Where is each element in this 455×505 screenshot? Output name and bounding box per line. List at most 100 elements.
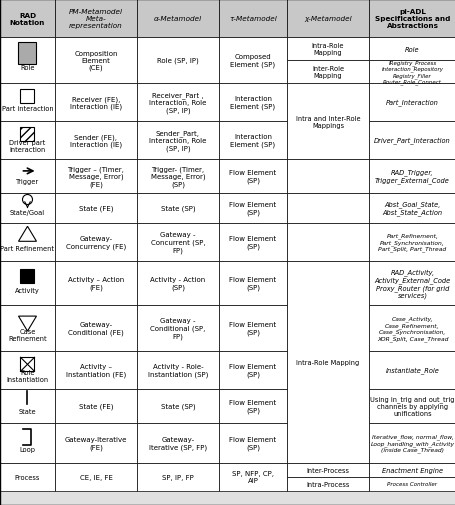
Text: State/Goal: State/Goal — [10, 210, 45, 216]
Bar — [218, 463, 286, 491]
Bar — [368, 389, 455, 423]
Bar — [20, 270, 35, 284]
Text: Receiver_Part ,
Interaction, Role
(SP, IP): Receiver_Part , Interaction, Role (SP, I… — [149, 92, 206, 114]
Bar — [0, 84, 55, 122]
Text: Flow Element
(SP): Flow Element (SP) — [229, 202, 276, 215]
Bar — [136, 423, 218, 463]
Bar — [0, 351, 55, 389]
Bar — [136, 0, 218, 38]
Text: Gateway-
Iterative (SP, FP): Gateway- Iterative (SP, FP) — [149, 436, 207, 450]
Bar — [286, 0, 368, 38]
Text: Instantiate_Role: Instantiate_Role — [385, 367, 439, 374]
Text: Sender_Part,
Interaction, Role
(SP, IP): Sender_Part, Interaction, Role (SP, IP) — [149, 130, 206, 151]
Text: Gateway -
Concurrent (SP,
FP): Gateway - Concurrent (SP, FP) — [150, 232, 205, 253]
Bar — [55, 38, 136, 84]
Text: IRegistry_Process
Interaction_Repository
Registry_Filler
Router_Role_Connect: IRegistry_Process Interaction_Repository… — [381, 60, 443, 85]
Text: Flow Element
(SP): Flow Element (SP) — [229, 399, 276, 413]
Bar — [368, 84, 455, 122]
Bar — [368, 351, 455, 389]
Bar — [218, 351, 286, 389]
Bar — [55, 0, 136, 38]
Text: Gateway-
Conditional (FE): Gateway- Conditional (FE) — [68, 322, 124, 335]
Bar — [368, 463, 455, 477]
Bar — [368, 262, 455, 306]
Bar — [286, 193, 368, 224]
Bar — [218, 306, 286, 351]
Text: Activity – Action
(FE): Activity – Action (FE) — [68, 277, 124, 290]
Text: State (SP): State (SP) — [160, 206, 195, 212]
Text: Gateway-
Concurrency (FE): Gateway- Concurrency (FE) — [66, 236, 126, 249]
Bar — [20, 90, 35, 104]
Bar — [136, 193, 218, 224]
Text: Part_Refinement,
Part_Synchronisation,
Part_Split, Part_Thread: Part_Refinement, Part_Synchronisation, P… — [378, 233, 445, 252]
Text: Driver part
interaction: Driver part interaction — [10, 140, 46, 153]
Bar — [218, 224, 286, 262]
Text: Flow Element
(SP): Flow Element (SP) — [229, 322, 276, 335]
Bar — [55, 262, 136, 306]
Bar — [368, 306, 455, 351]
Bar — [368, 193, 455, 224]
Bar — [136, 351, 218, 389]
Text: Trigger – (Timer,
Message, Error)
(FE): Trigger – (Timer, Message, Error) (FE) — [67, 166, 124, 187]
Text: CE, IE, FE: CE, IE, FE — [79, 474, 112, 480]
Bar — [368, 61, 455, 84]
Text: Receiver (FE),
Interaction (IE): Receiver (FE), Interaction (IE) — [70, 96, 122, 110]
Text: Activity –
Instantiation (FE): Activity – Instantiation (FE) — [66, 364, 126, 377]
Bar — [0, 389, 55, 423]
Text: Role
Instantiation: Role Instantiation — [6, 370, 48, 382]
Bar — [286, 224, 368, 262]
Bar — [136, 122, 218, 160]
Text: Flow Element
(SP): Flow Element (SP) — [229, 436, 276, 450]
Text: Role: Role — [404, 46, 419, 53]
Text: RAD
Notation: RAD Notation — [10, 13, 45, 25]
Bar — [55, 122, 136, 160]
Bar — [136, 38, 218, 84]
Text: Process Controller: Process Controller — [387, 482, 436, 486]
Bar — [368, 477, 455, 491]
Text: Case
Refinement: Case Refinement — [8, 329, 47, 342]
Bar — [286, 61, 368, 84]
Bar — [55, 193, 136, 224]
Text: Interaction
Element (SP): Interaction Element (SP) — [230, 96, 275, 110]
Bar — [368, 160, 455, 193]
Text: State: State — [19, 408, 36, 414]
Polygon shape — [19, 317, 36, 331]
Text: Trigger- (Timer,
Message, Error)
(SP): Trigger- (Timer, Message, Error) (SP) — [150, 166, 205, 187]
Text: Flow Element
(SP): Flow Element (SP) — [229, 170, 276, 183]
Text: χ-Metamodel: χ-Metamodel — [303, 16, 351, 22]
Bar — [136, 389, 218, 423]
Bar — [0, 122, 55, 160]
Text: Role (SP, IP): Role (SP, IP) — [157, 58, 198, 64]
Bar — [136, 306, 218, 351]
Bar — [368, 224, 455, 262]
Text: SP, IP, FP: SP, IP, FP — [162, 474, 193, 480]
Text: Intra-Process: Intra-Process — [306, 481, 349, 487]
Text: τ-Metamodel: τ-Metamodel — [228, 16, 276, 22]
Text: Intra and Inter-Role
Mappings: Intra and Inter-Role Mappings — [295, 115, 359, 128]
Bar — [218, 193, 286, 224]
Bar — [0, 224, 55, 262]
Text: Trigger: Trigger — [16, 179, 39, 185]
Bar — [218, 38, 286, 84]
Bar — [368, 38, 455, 61]
Polygon shape — [19, 227, 36, 242]
Bar — [218, 84, 286, 122]
Bar — [55, 160, 136, 193]
Text: α-Metamodel: α-Metamodel — [154, 16, 202, 22]
Text: Inter-Role
Mapping: Inter-Role Mapping — [311, 66, 344, 79]
Text: Case_Activity,
Case_Refinement,
Case_Synchronisation,
XOR_Split, Case_Thread: Case_Activity, Case_Refinement, Case_Syn… — [376, 316, 447, 341]
Text: RAD_Trigger,
Trigger_External_Code: RAD_Trigger, Trigger_External_Code — [374, 169, 449, 184]
Text: Driver_Part_Interaction: Driver_Part_Interaction — [373, 137, 450, 144]
Bar — [0, 423, 55, 463]
Text: Part_Interaction: Part_Interaction — [385, 99, 438, 106]
Bar — [136, 262, 218, 306]
Bar — [0, 262, 55, 306]
Bar — [136, 84, 218, 122]
Bar — [0, 193, 55, 224]
Bar — [55, 423, 136, 463]
Bar — [286, 38, 368, 61]
Text: Flow Element
(SP): Flow Element (SP) — [229, 364, 276, 377]
Bar — [218, 423, 286, 463]
Text: Gateway -
Conditional (SP,
FP): Gateway - Conditional (SP, FP) — [150, 318, 205, 339]
Bar — [218, 389, 286, 423]
